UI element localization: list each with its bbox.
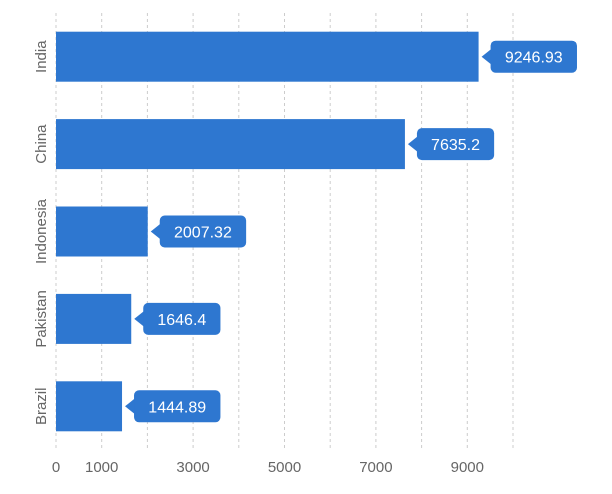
bar-china <box>56 119 405 170</box>
bar-pakistan <box>56 293 132 344</box>
bars <box>56 31 479 432</box>
category-label-india: India <box>33 40 50 73</box>
x-tick-label-5: 9000 <box>451 459 484 476</box>
x-tick-label-4: 7000 <box>359 459 392 476</box>
data-label-brazil: 1444.89 <box>148 399 206 416</box>
data-label-pointer-brazil <box>125 398 136 415</box>
x-tick-label-0: 0 <box>52 459 60 476</box>
x-tick-label-3: 5000 <box>268 459 301 476</box>
x-axis-ticks: 0 1000 3000 5000 7000 9000 <box>52 459 484 476</box>
data-label-box-indonesia <box>159 215 247 248</box>
data-label-pakistan: 1646.4 <box>157 312 206 329</box>
data-label-pointer-indonesia <box>150 223 161 240</box>
data-label-box-brazil <box>134 390 221 423</box>
data-labels: 9246.93 7635.2 2007.32 1646.4 1444.89 <box>125 40 577 423</box>
category-label-indonesia: Indonesia <box>33 198 50 264</box>
category-label-brazil: Brazil <box>33 388 50 426</box>
data-label-india: 9246.93 <box>505 50 563 67</box>
data-label-pointer-india <box>481 48 492 65</box>
data-label-box-china <box>416 128 495 161</box>
bar-india <box>56 31 479 82</box>
data-label-pointer-pakistan <box>134 310 145 327</box>
data-label-box-india <box>490 40 577 73</box>
data-label-indonesia: 2007.32 <box>174 225 232 242</box>
bar-indonesia <box>56 206 148 257</box>
data-label-china: 7635.2 <box>431 137 480 154</box>
x-tick-label-2: 3000 <box>176 459 209 476</box>
data-label-box-pakistan <box>143 302 221 335</box>
category-labels: India China Indonesia Pakistan Brazil <box>33 40 50 425</box>
category-label-pakistan: Pakistan <box>33 290 50 348</box>
x-tick-label-1: 1000 <box>85 459 118 476</box>
data-label-pointer-china <box>407 136 418 153</box>
category-label-china: China <box>33 124 50 164</box>
bar-brazil <box>56 381 123 432</box>
